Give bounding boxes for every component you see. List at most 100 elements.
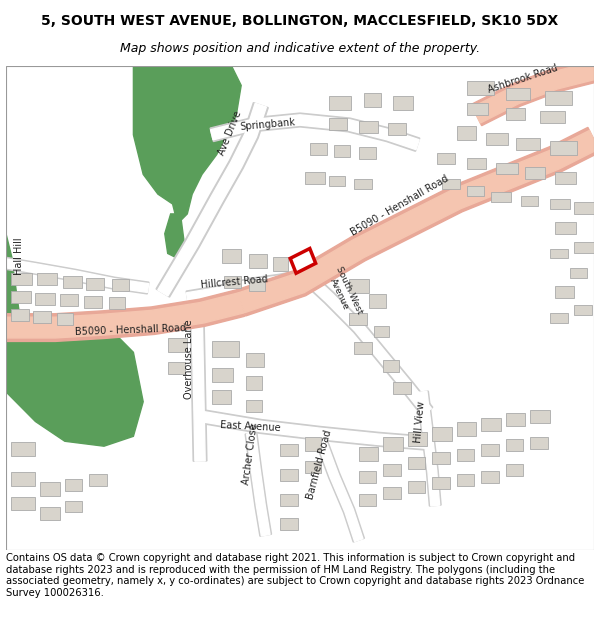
Polygon shape [6, 174, 143, 446]
Text: Contains OS data © Crown copyright and database right 2021. This information is : Contains OS data © Crown copyright and d… [6, 553, 584, 598]
FancyBboxPatch shape [442, 179, 460, 189]
FancyBboxPatch shape [168, 339, 187, 352]
FancyBboxPatch shape [437, 152, 455, 164]
Polygon shape [165, 214, 184, 258]
FancyBboxPatch shape [368, 294, 386, 308]
Polygon shape [187, 270, 311, 303]
FancyBboxPatch shape [555, 173, 577, 184]
Polygon shape [6, 289, 245, 341]
Text: Ashbrook Road: Ashbrook Road [486, 63, 559, 95]
FancyBboxPatch shape [329, 96, 351, 110]
FancyBboxPatch shape [212, 368, 233, 382]
Polygon shape [301, 271, 431, 415]
Text: East Avenue: East Avenue [220, 420, 281, 433]
FancyBboxPatch shape [37, 273, 57, 285]
Polygon shape [238, 131, 599, 312]
FancyBboxPatch shape [246, 400, 262, 412]
Polygon shape [471, 59, 597, 126]
Polygon shape [6, 292, 244, 338]
FancyBboxPatch shape [246, 376, 262, 390]
FancyBboxPatch shape [305, 461, 320, 473]
FancyBboxPatch shape [40, 506, 60, 521]
FancyBboxPatch shape [221, 249, 241, 263]
Text: B5090 - Henshall Road: B5090 - Henshall Road [74, 322, 186, 336]
FancyBboxPatch shape [310, 142, 328, 154]
FancyBboxPatch shape [506, 464, 523, 476]
FancyBboxPatch shape [383, 464, 401, 476]
FancyBboxPatch shape [246, 353, 264, 367]
FancyBboxPatch shape [374, 326, 389, 338]
FancyBboxPatch shape [212, 341, 239, 357]
FancyBboxPatch shape [530, 438, 548, 449]
FancyBboxPatch shape [35, 293, 55, 305]
FancyBboxPatch shape [85, 296, 102, 308]
FancyBboxPatch shape [550, 141, 577, 154]
FancyBboxPatch shape [60, 294, 77, 306]
FancyBboxPatch shape [491, 192, 511, 202]
FancyBboxPatch shape [329, 176, 345, 186]
FancyBboxPatch shape [109, 297, 125, 309]
FancyBboxPatch shape [506, 439, 523, 451]
Text: Archer Close: Archer Close [241, 422, 260, 485]
Polygon shape [156, 102, 268, 297]
FancyBboxPatch shape [457, 474, 475, 486]
FancyBboxPatch shape [11, 309, 29, 321]
FancyBboxPatch shape [486, 133, 508, 145]
Polygon shape [186, 268, 311, 305]
FancyBboxPatch shape [249, 254, 266, 268]
Text: Hillcrest Road: Hillcrest Road [200, 274, 268, 290]
FancyBboxPatch shape [555, 222, 577, 234]
FancyBboxPatch shape [506, 412, 526, 426]
FancyBboxPatch shape [433, 477, 450, 489]
FancyBboxPatch shape [354, 342, 371, 354]
FancyBboxPatch shape [86, 278, 104, 290]
FancyBboxPatch shape [574, 202, 594, 214]
Polygon shape [418, 391, 440, 506]
FancyBboxPatch shape [550, 312, 568, 322]
FancyBboxPatch shape [249, 279, 265, 291]
FancyBboxPatch shape [359, 494, 376, 506]
FancyBboxPatch shape [359, 121, 379, 133]
Polygon shape [201, 411, 428, 448]
FancyBboxPatch shape [305, 438, 320, 451]
FancyBboxPatch shape [359, 471, 376, 482]
FancyBboxPatch shape [272, 258, 288, 271]
FancyBboxPatch shape [550, 249, 568, 258]
FancyBboxPatch shape [521, 196, 538, 206]
FancyBboxPatch shape [408, 432, 427, 446]
FancyBboxPatch shape [305, 173, 325, 184]
FancyBboxPatch shape [11, 291, 31, 303]
Text: Ave Drive: Ave Drive [217, 109, 244, 157]
FancyBboxPatch shape [467, 81, 494, 95]
FancyBboxPatch shape [433, 428, 452, 441]
FancyBboxPatch shape [550, 199, 569, 209]
FancyBboxPatch shape [574, 305, 592, 315]
Text: Barnfield Road: Barnfield Road [305, 429, 333, 501]
FancyBboxPatch shape [467, 186, 484, 196]
FancyBboxPatch shape [569, 268, 587, 278]
FancyBboxPatch shape [359, 147, 376, 159]
FancyBboxPatch shape [212, 390, 232, 404]
FancyBboxPatch shape [280, 494, 298, 506]
Polygon shape [14, 214, 85, 338]
Polygon shape [416, 391, 441, 506]
FancyBboxPatch shape [40, 482, 60, 496]
FancyBboxPatch shape [408, 457, 425, 469]
FancyBboxPatch shape [467, 103, 488, 115]
FancyBboxPatch shape [383, 438, 403, 451]
FancyBboxPatch shape [168, 362, 185, 374]
FancyBboxPatch shape [506, 108, 526, 120]
FancyBboxPatch shape [545, 91, 572, 105]
Polygon shape [211, 115, 419, 149]
FancyBboxPatch shape [349, 312, 367, 324]
FancyBboxPatch shape [457, 126, 476, 140]
Polygon shape [190, 312, 207, 461]
FancyBboxPatch shape [280, 518, 298, 530]
FancyBboxPatch shape [467, 158, 486, 169]
FancyBboxPatch shape [383, 487, 401, 499]
Polygon shape [247, 432, 270, 536]
FancyBboxPatch shape [574, 242, 594, 254]
FancyBboxPatch shape [540, 111, 565, 123]
Polygon shape [290, 249, 316, 273]
FancyBboxPatch shape [388, 123, 406, 135]
